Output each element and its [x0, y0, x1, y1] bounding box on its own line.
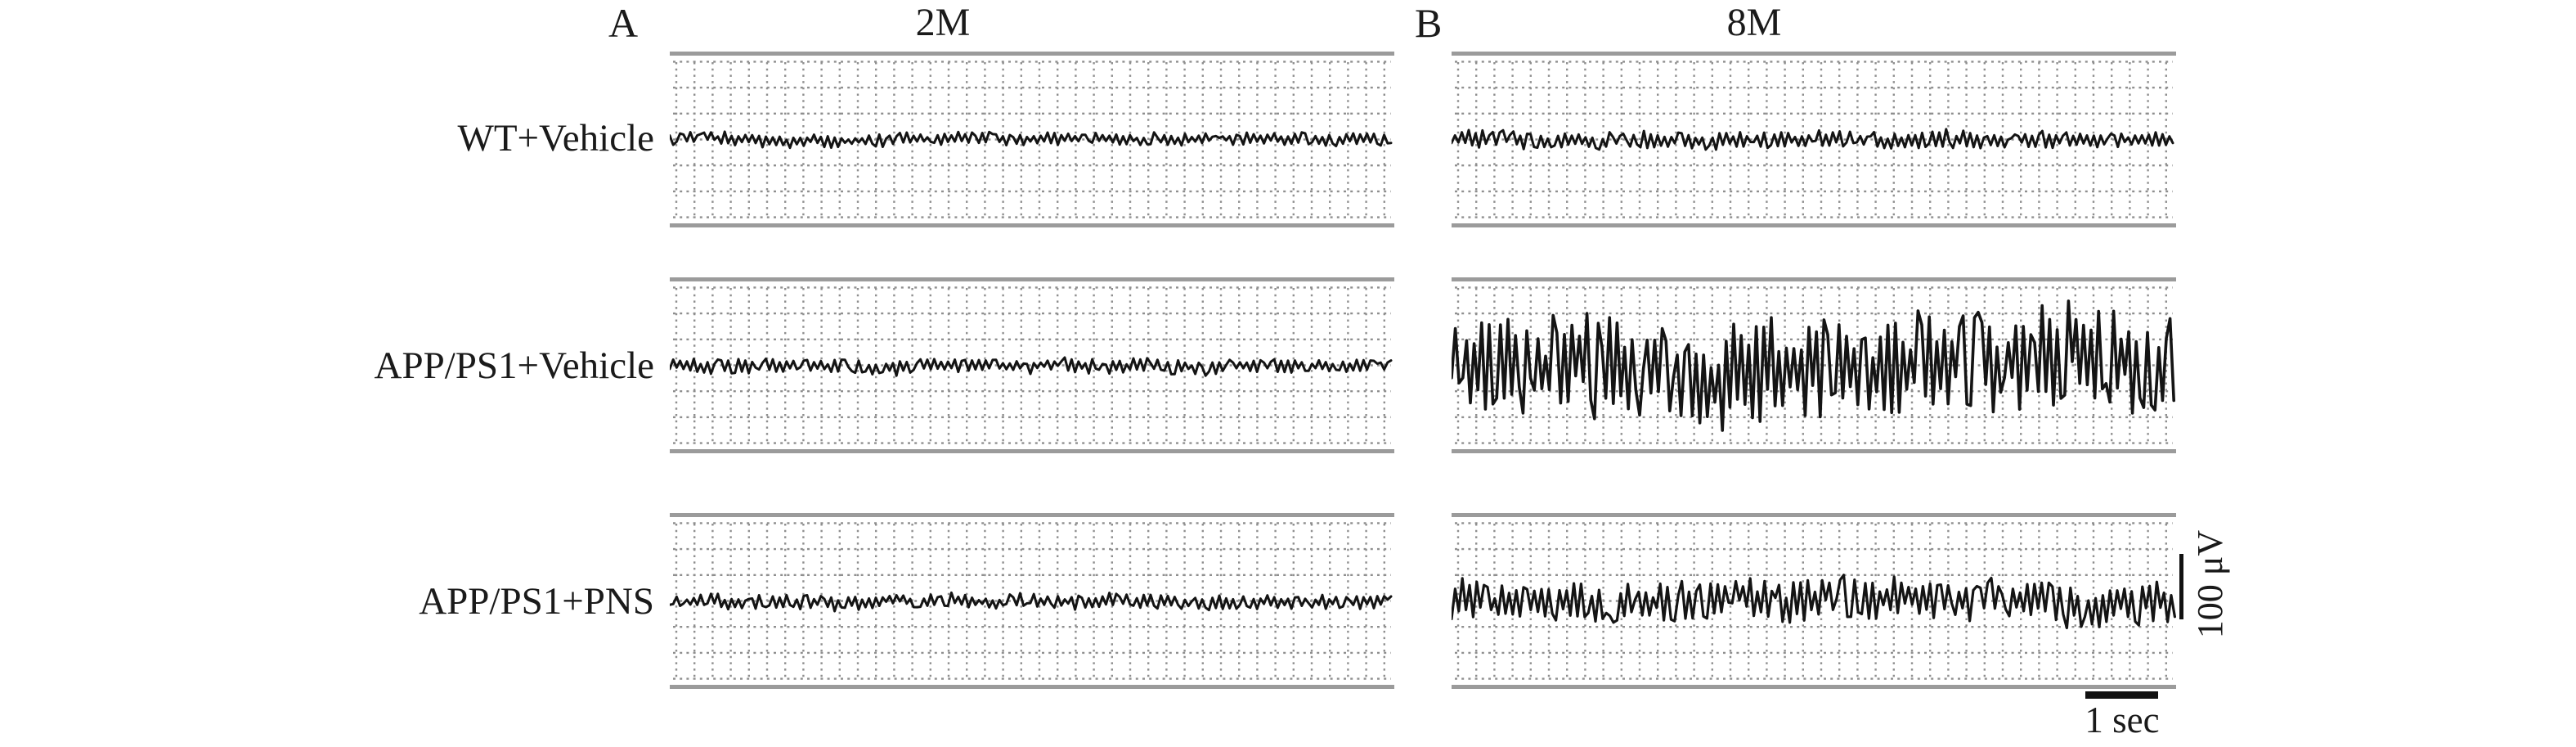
row-label-wt-vehicle: WT+Vehicle	[457, 117, 654, 160]
eeg-trace-app-ps1-vehicle-8m	[1452, 277, 2176, 453]
time-scale-bar	[2085, 691, 2158, 699]
row-label-app-ps1-vehicle: APP/PS1+Vehicle	[374, 344, 655, 387]
trace-panel-wt-vehicle-2m	[670, 52, 1394, 227]
trace-panel-wt-vehicle-8m	[1452, 52, 2176, 227]
panel-letter-b: B	[1415, 0, 1443, 46]
column-title-8m: 8M	[1726, 1, 1782, 44]
eeg-trace-wt-vehicle-8m	[1452, 52, 2176, 227]
eeg-trace-app-ps1-vehicle-2m	[670, 277, 1394, 453]
amplitude-scale-bar	[2179, 554, 2183, 619]
panel-letter-a: A	[608, 0, 639, 46]
trace-panel-app-ps1-vehicle-8m	[1452, 277, 2176, 453]
trace-panel-app-ps1-pns-2m	[670, 513, 1394, 689]
eeg-trace-app-ps1-pns-8m	[1452, 513, 2176, 689]
eeg-trace-app-ps1-pns-2m	[670, 513, 1394, 689]
trace-panel-app-ps1-pns-8m	[1452, 513, 2176, 689]
time-scale-label: 1 sec	[2085, 700, 2160, 740]
amplitude-scale-label: 100 μV	[2190, 529, 2230, 639]
row-label-app-ps1-pns: APP/PS1+PNS	[419, 580, 654, 623]
eeg-trace-wt-vehicle-2m	[670, 52, 1394, 227]
trace-panel-app-ps1-vehicle-2m	[670, 277, 1394, 453]
column-title-2m: 2M	[915, 1, 971, 44]
